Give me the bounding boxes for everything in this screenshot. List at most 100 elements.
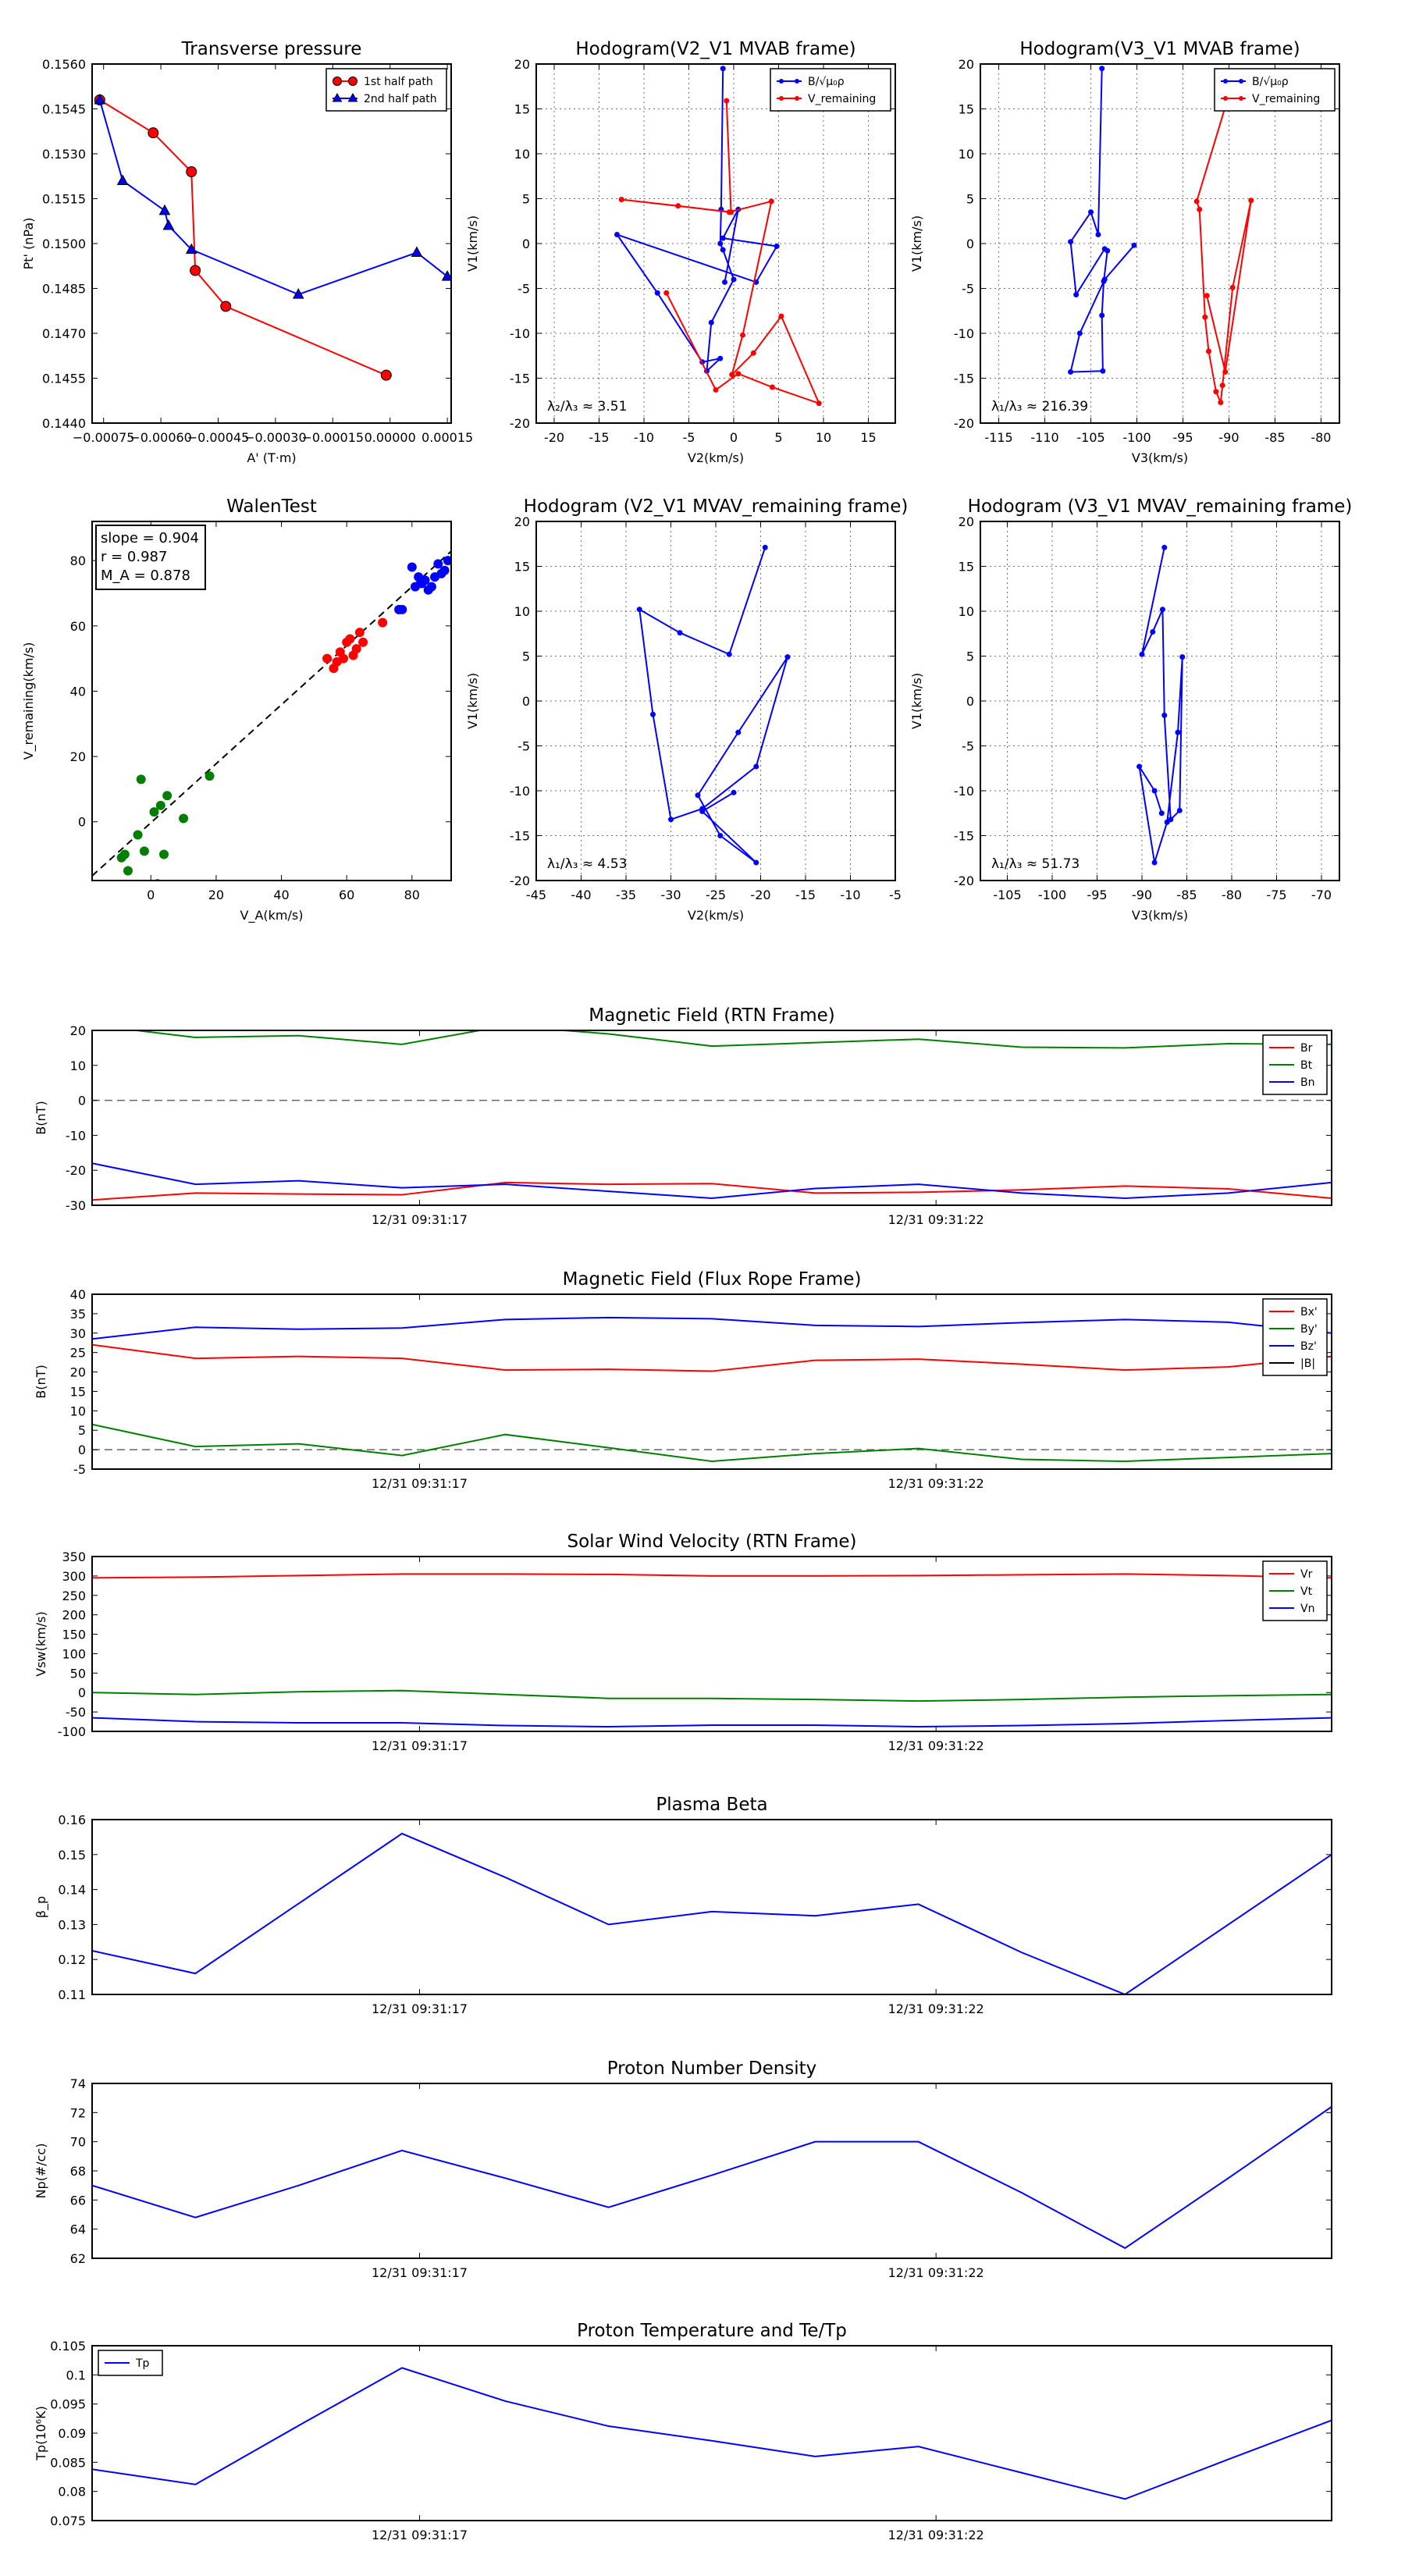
series-group — [92, 1030, 1332, 1201]
x-tick-label: 10 — [816, 430, 831, 445]
legend: Bx' By' Bz' |B| — [1262, 1298, 1328, 1376]
series-line-vr — [92, 1573, 1332, 1579]
y-tick-label: 20 — [959, 514, 974, 529]
legend: 1st half path 2nd half path — [325, 68, 447, 112]
data-point — [1159, 607, 1165, 613]
y-tick-label: 10 — [70, 1059, 86, 1073]
legend-label: By' — [1300, 1323, 1318, 1336]
data-point — [1161, 712, 1168, 718]
y-axis-label: Vsw(km/s) — [34, 1611, 48, 1676]
series-line-np — [92, 2106, 1332, 2250]
legend-label: Vn — [1300, 1603, 1314, 1615]
y-tick-label: 0.1485 — [42, 282, 86, 297]
y-tick-label: 15 — [70, 1384, 86, 1399]
x-tick-label: 5 — [774, 430, 782, 445]
scatter-point — [433, 559, 443, 569]
data-point — [650, 711, 656, 717]
data-point — [185, 243, 197, 254]
x-tick-label: -10 — [634, 430, 654, 445]
y-tick-label: 10 — [70, 1404, 86, 1418]
y-tick-label: -10 — [954, 326, 974, 341]
y-axis-label: V_remaining(km/s) — [21, 642, 37, 760]
data-point — [695, 792, 701, 799]
y-tick-label: 0.13 — [58, 1917, 86, 1932]
legend-label: 2nd half path — [364, 93, 437, 105]
scatter-point — [123, 866, 133, 876]
data-point — [292, 288, 304, 299]
y-tick-label: -100 — [58, 1724, 86, 1739]
series-group — [1068, 66, 1254, 406]
y-tick-label: 100 — [62, 1646, 86, 1661]
scatter-point — [358, 637, 368, 647]
series-group — [92, 2367, 1332, 2500]
hodogram-v2-v1-mvav-chart: Hodogram (V2_V1 MVAV_remaining frame) -20… — [465, 496, 908, 923]
data-point — [411, 246, 423, 257]
y-tick-label: 0 — [78, 1685, 86, 1700]
y-tick-label: 0.15 — [58, 1848, 86, 1863]
data-point — [677, 630, 683, 636]
hodogram-v2-v1-mvab-chart: Hodogram(V2_V1 MVAB frame) -20 -15 -10 -5 0 5 1… — [465, 39, 896, 465]
data-point — [675, 203, 681, 209]
y-axis-label: V1(km/s) — [909, 673, 924, 729]
y-tick-label: 250 — [62, 1589, 86, 1603]
x-tick-label: -15 — [795, 888, 816, 902]
data-point — [816, 400, 822, 407]
chart-title: Solar Wind Velocity (RTN Frame) — [567, 1532, 856, 1552]
y-axis-label: β_p — [34, 1896, 49, 1918]
y-tick-label: 10 — [514, 604, 530, 619]
x-tick-label: 60 — [339, 888, 354, 902]
data-point — [717, 833, 724, 838]
y-tick-label: 10 — [514, 147, 530, 162]
x-tick-label: -5 — [889, 888, 902, 902]
data-point — [1229, 284, 1236, 290]
data-point — [1068, 239, 1074, 245]
data-point — [1219, 382, 1225, 389]
chart-title: Hodogram(V3_V1 MVAB frame) — [1019, 39, 1300, 59]
legend: B/√μ₀ρ V_remaining — [1214, 68, 1336, 112]
legend-label: Br — [1300, 1042, 1313, 1055]
x-tick-label: 15 — [860, 430, 876, 445]
data-point — [713, 386, 719, 393]
plot-frame — [91, 1030, 1332, 1206]
x-tick-label: 12/31 09:31:22 — [888, 1738, 984, 1753]
y-axis-label: B(nT) — [34, 1101, 48, 1134]
data-point — [753, 859, 759, 866]
y-tick-label: 0.1455 — [42, 372, 86, 386]
x-tick-label: -25 — [706, 888, 726, 902]
data-point — [1150, 628, 1156, 635]
legend-marker — [332, 92, 343, 102]
x-tick-label: -95 — [1172, 430, 1193, 445]
scatter-point — [351, 644, 361, 654]
y-tick-label: -50 — [66, 1705, 86, 1720]
y-tick-label: 60 — [70, 619, 86, 634]
series-group — [116, 556, 451, 881]
series-group — [92, 1573, 1332, 1728]
series-group — [92, 1316, 1332, 1463]
chart-title: Hodogram (V3_V1 MVAV_remaining frame) — [968, 496, 1353, 517]
data-point — [1068, 368, 1074, 375]
magnetic-field-flux-rope-chart: Magnetic Field (Flux Rope Frame) -5 0 5 10 15… — [34, 1269, 1332, 1491]
series-line-v — [638, 547, 788, 863]
series-line-v — [1138, 547, 1183, 863]
stats-box — [95, 525, 206, 590]
y-tick-label: 15 — [959, 102, 974, 117]
data-point — [1158, 810, 1165, 817]
data-point — [1100, 368, 1106, 374]
scatter-point — [322, 653, 333, 664]
legend-marker — [779, 96, 784, 101]
y-tick-label: 0 — [78, 815, 86, 830]
y-tick-label: 0.1545 — [42, 102, 86, 117]
y-tick-label: 0.14 — [58, 1883, 86, 1898]
legend: Br Bt Bn — [1262, 1034, 1328, 1095]
y-tick-label: 0.16 — [58, 1813, 86, 1827]
x-tick-label: 12/31 09:31:22 — [888, 1476, 984, 1491]
data-point — [663, 290, 670, 296]
legend-marker — [795, 79, 799, 84]
x-tick-label: -80 — [1222, 888, 1242, 902]
series-line-vn — [92, 1717, 1332, 1728]
y-tick-label: 35 — [70, 1307, 86, 1322]
y-axis-label: B(nT) — [34, 1364, 48, 1398]
y-tick-label: 10 — [959, 147, 974, 162]
y-tick-label: 80 — [70, 553, 86, 568]
y-tick-label: -15 — [510, 372, 530, 386]
